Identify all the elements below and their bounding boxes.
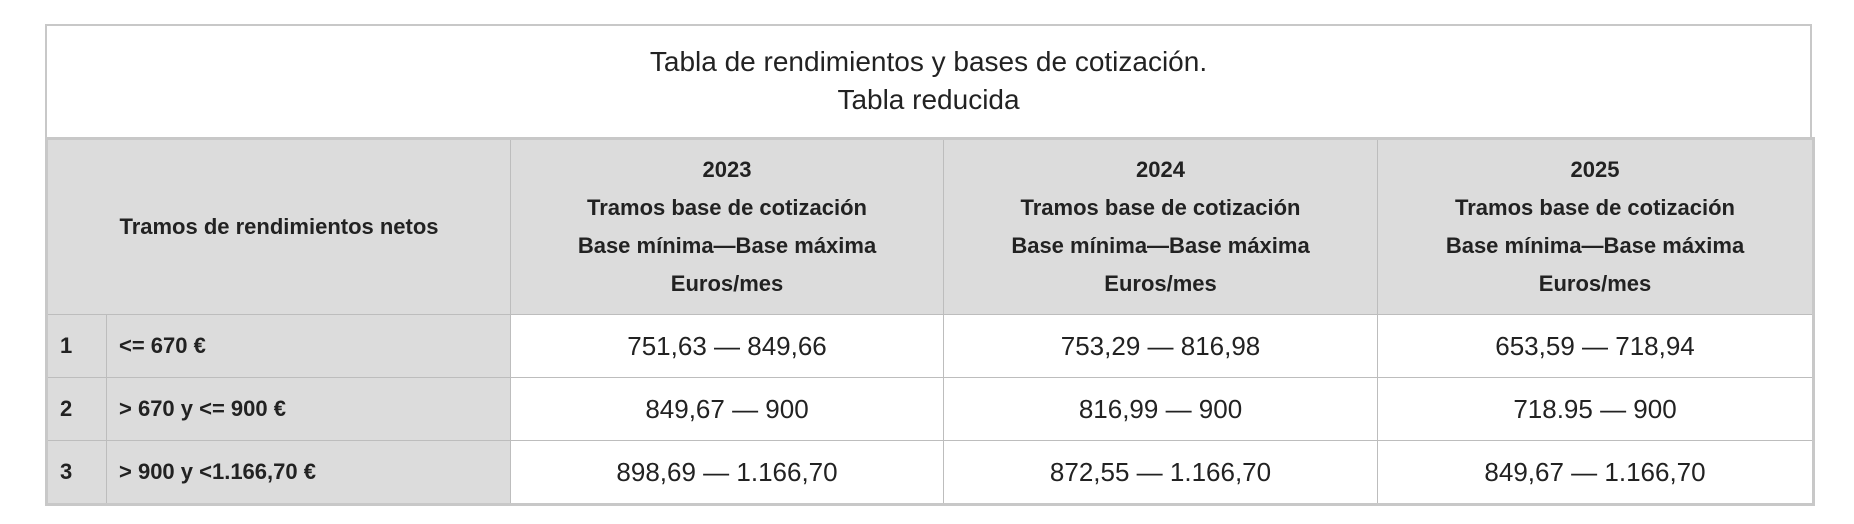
table-row: 2 > 670 y <= 900 €849,67 — 900 816,99 — 90… [46,377,1815,441]
table: Tramos de rendimientos netos 2023 Tramos … [45,137,1816,506]
header-line: Base mínima—Base máxima [577,233,877,258]
header-cell: Tramos de rendimientos netos [45,138,512,315]
header-line: 2023 [702,157,752,182]
cell: 753,29 — 816,98 [943,314,1379,378]
cell: 816,99 — 900 [943,377,1379,441]
row-label: 3 [46,440,107,505]
cell: 849,67 — 900 [510,377,945,441]
table-title: Tabla de rendimientos y bases de cotizac… [45,24,1812,137]
row-label: > 900 y <1.166,70 € [105,440,512,505]
header-line: Euros/mes [1104,271,1217,296]
header-line: 2025 [1570,157,1620,182]
row-label: 2 [46,377,107,441]
header-line: Tramos base de cotización [587,195,867,220]
header-line: Euros/mes [670,271,784,296]
table-row: 1 <= 670 €751,63 — 849,66 753,29 — 816,98 6… [46,314,1815,378]
header-line: Euros/mes [1538,271,1652,296]
header-line: Base mínima—Base máxima [1445,233,1745,258]
header-line: Base mínima—Base máxima [1011,233,1310,258]
cell: 849,67 — 1.166,70 [1377,440,1815,505]
header-line: Tramos base de cotización [1020,195,1301,220]
cell: 898,69 — 1.166,70 [510,440,945,505]
cell: 751,63 — 849,66 [510,314,945,378]
cell: 872,55 — 1.166,70 [943,440,1379,505]
table-container: Tabla de rendimientos y bases de cotizac… [45,24,1816,506]
header-line: Tramos base de cotización [1455,195,1735,220]
cell: 653,59 — 718,94 [1377,314,1815,378]
title-line: Tabla de rendimientos y bases de cotizac… [649,46,1208,77]
header-row: Tramos de rendimientos netos 2023 Tramos … [45,138,1815,315]
table-body: 1 <= 670 €751,63 — 849,66 753,29 — 816,98 6… [46,314,1815,505]
cell: 718.95 — 900 [1377,377,1815,441]
header-cell: 2025 Tramos base de cotización Base mínima… [1377,138,1815,315]
title-line: Tabla reducida [837,84,1020,115]
row-label: <= 670 € [105,314,512,378]
row-label: > 670 y <= 900 € [105,377,512,441]
header-line: 2024 [1136,157,1185,182]
header-cell: 2023 Tramos base de cotización Base mínima… [510,138,945,315]
table-row: 3 > 900 y <1.166,70 €898,69 — 1.166,70 872… [46,440,1815,505]
row-label: 1 [46,314,107,378]
header-cell: 2024 Tramos base de cotización Base mínima… [943,138,1379,315]
